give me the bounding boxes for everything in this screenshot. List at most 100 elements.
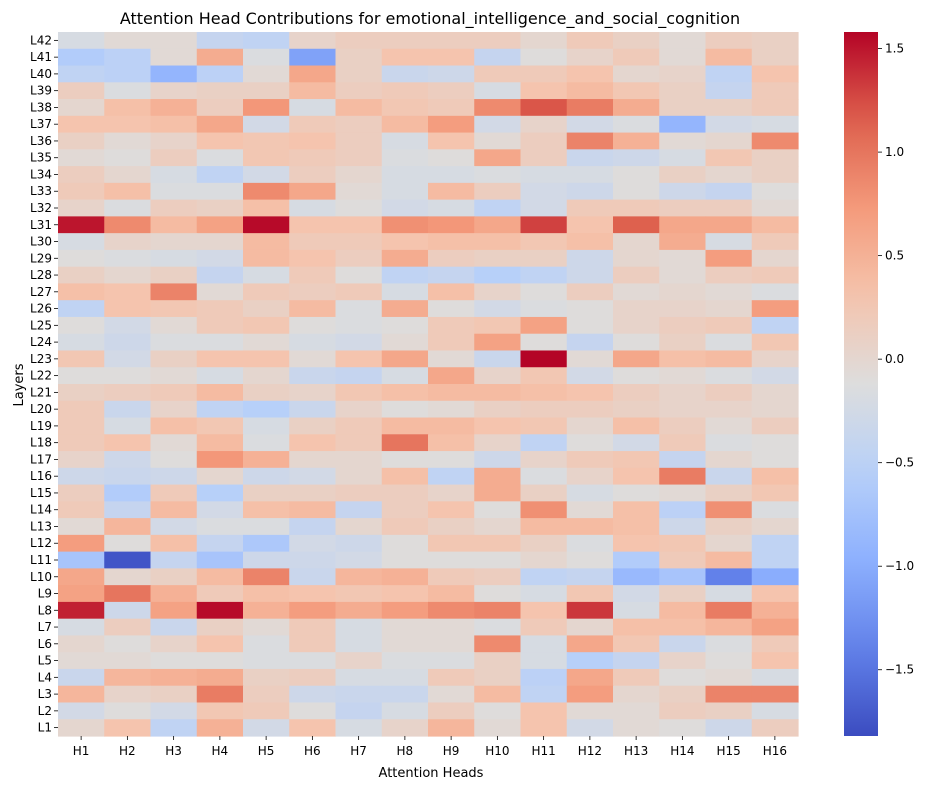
heatmap-cell (520, 82, 568, 100)
heatmap-cell (520, 350, 568, 368)
heatmap-cell (196, 551, 244, 569)
heatmap-cell (243, 601, 290, 620)
heatmap-cell (566, 266, 614, 285)
x-tick-label: H14 (670, 744, 694, 758)
heatmap-cell (104, 149, 152, 167)
x-tick-label: H16 (763, 744, 787, 758)
heatmap-cell (289, 132, 337, 150)
heatmap-cell (196, 316, 244, 335)
heatmap-cell (705, 283, 753, 301)
heatmap-cell (381, 132, 429, 150)
heatmap-cell (566, 99, 614, 117)
heatmap-cell (520, 518, 568, 536)
heatmap-cell (474, 367, 522, 385)
heatmap-cell (613, 48, 660, 67)
heatmap-cell (613, 702, 660, 720)
heatmap-cell (150, 451, 198, 469)
heatmap-cell (520, 601, 568, 620)
heatmap-cell (150, 668, 198, 687)
heatmap-cell (520, 99, 568, 117)
heatmap-cell (613, 65, 660, 83)
heatmap-cell (58, 216, 105, 234)
heatmap-cell (751, 316, 799, 335)
heatmap-cell (243, 32, 290, 50)
colorbar-tick-label: −1.5 (885, 663, 914, 677)
heatmap-cell (751, 719, 799, 737)
heatmap-cell (705, 149, 753, 167)
heatmap-cell (751, 652, 799, 670)
heatmap-cell (705, 233, 753, 251)
colorbar-tick-label: 1.0 (885, 145, 904, 159)
heatmap-cell (659, 350, 707, 368)
heatmap-cell (289, 149, 337, 167)
heatmap-cell (243, 99, 290, 117)
heatmap-cell (243, 149, 290, 167)
heatmap-cell (520, 216, 568, 234)
y-tick-label: L7 (38, 620, 52, 634)
heatmap-cell (381, 434, 429, 452)
heatmap-cell (474, 652, 522, 670)
heatmap-cell (58, 249, 105, 268)
heatmap-cell (659, 149, 707, 167)
heatmap-cell (520, 635, 568, 653)
heatmap-cell (659, 434, 707, 452)
x-tick-label: H8 (397, 744, 414, 758)
heatmap-cell (335, 618, 383, 637)
heatmap-cell (428, 233, 475, 251)
heatmap-cell (58, 719, 105, 737)
heatmap-cell (289, 367, 337, 385)
heatmap-cell (751, 534, 799, 553)
heatmap-cell (520, 719, 568, 737)
heatmap-cell (196, 601, 244, 620)
heatmap-cell (150, 400, 198, 419)
heatmap-cell (566, 568, 614, 586)
heatmap-cell (289, 115, 337, 134)
heatmap-cell (566, 534, 614, 553)
y-tick-labels: L42 L41 L40 L39 L38 L37 L36 L35 L34 L33 L32 L31 L30 L… (30, 33, 58, 735)
heatmap-cell (751, 132, 799, 150)
x-tick-label: H5 (258, 744, 275, 758)
heatmap-cell (520, 568, 568, 586)
heatmap-cell (381, 702, 429, 720)
y-tick-label: L42 (30, 33, 52, 47)
heatmap-cell (705, 702, 753, 720)
heatmap-cell (196, 149, 244, 167)
heatmap-cell (659, 601, 707, 620)
heatmap-cell (196, 585, 244, 603)
heatmap-cell (474, 333, 522, 352)
heatmap-cell (566, 166, 614, 184)
heatmap-cell (751, 501, 799, 519)
heatmap-cell (751, 166, 799, 184)
heatmap-cell (150, 182, 198, 201)
heatmap-cell (659, 115, 707, 134)
heatmap-cell (104, 668, 152, 687)
heatmap-cell (104, 350, 152, 368)
y-tick-label: L4 (38, 670, 52, 684)
heatmap-cell (613, 333, 660, 352)
heatmap-cell (381, 249, 429, 268)
heatmap-cell (520, 652, 568, 670)
heatmap-cell (705, 249, 753, 268)
heatmap-cell (428, 249, 475, 268)
heatmap-cell (381, 149, 429, 167)
heatmap-cell (150, 32, 198, 50)
heatmap-cell (566, 216, 614, 234)
heatmap-cell (335, 249, 383, 268)
heatmap-cell (566, 467, 614, 486)
heatmap-cell (474, 518, 522, 536)
heatmap-cell (289, 451, 337, 469)
heatmap-cell (243, 132, 290, 150)
heatmap-cell (474, 618, 522, 637)
heatmap-cell (705, 316, 753, 335)
heatmap-cell (243, 635, 290, 653)
heatmap-cell (381, 618, 429, 637)
heatmap-cell (289, 316, 337, 335)
heatmap-cell (566, 316, 614, 335)
heatmap-cell (428, 216, 475, 234)
heatmap-cell (659, 32, 707, 50)
heatmap-cell (474, 149, 522, 167)
heatmap-cell (196, 199, 244, 217)
y-tick-label: L13 (30, 519, 52, 533)
heatmap-cell (705, 166, 753, 184)
heatmap-cell (150, 233, 198, 251)
